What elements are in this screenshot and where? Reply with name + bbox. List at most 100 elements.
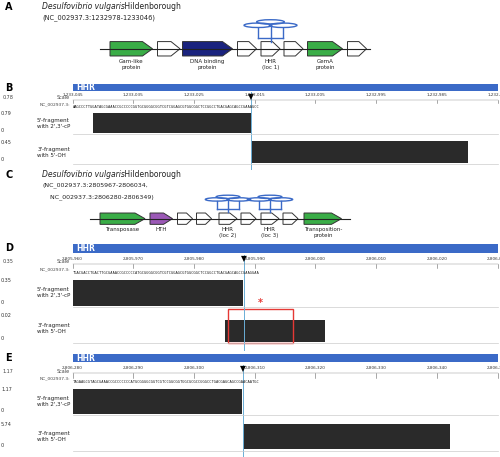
Text: 2,806,290: 2,806,290 bbox=[123, 366, 144, 370]
Text: HHR
(loc 2): HHR (loc 2) bbox=[220, 227, 236, 238]
Polygon shape bbox=[219, 213, 237, 224]
Text: 1,232,985: 1,232,985 bbox=[426, 93, 447, 97]
Text: ▼: ▼ bbox=[240, 364, 246, 372]
Text: A: A bbox=[5, 2, 12, 11]
Text: 2,806,030: 2,806,030 bbox=[487, 257, 500, 261]
Text: B: B bbox=[5, 83, 12, 93]
Text: HHR
(loc 1): HHR (loc 1) bbox=[262, 59, 279, 70]
Text: 2,806,280: 2,806,280 bbox=[62, 366, 83, 370]
Polygon shape bbox=[261, 213, 279, 224]
Text: (NC_002937.3:1232978-1233046): (NC_002937.3:1232978-1233046) bbox=[42, 15, 156, 21]
Text: HHR: HHR bbox=[76, 354, 96, 363]
Text: 1,233,045: 1,233,045 bbox=[62, 93, 83, 97]
Bar bbox=[92, 112, 251, 133]
Text: HHR
(loc 3): HHR (loc 3) bbox=[262, 227, 278, 238]
Text: 0.35: 0.35 bbox=[1, 278, 12, 283]
Text: 2,805,990: 2,805,990 bbox=[244, 257, 265, 261]
Text: 0: 0 bbox=[1, 157, 4, 162]
Text: 5.74: 5.74 bbox=[1, 421, 12, 426]
Text: 2,805,960: 2,805,960 bbox=[62, 257, 83, 261]
Text: 0.45: 0.45 bbox=[1, 140, 12, 145]
Text: 2,806,350: 2,806,350 bbox=[487, 366, 500, 370]
Text: 5'-fragment
with 2',3'-cP: 5'-fragment with 2',3'-cP bbox=[36, 396, 70, 407]
Polygon shape bbox=[284, 42, 303, 56]
Text: Scale: Scale bbox=[57, 369, 70, 373]
Text: HHR: HHR bbox=[76, 83, 96, 91]
Bar bbox=[72, 354, 498, 362]
Polygon shape bbox=[308, 42, 342, 56]
Text: 0.35: 0.35 bbox=[2, 260, 14, 264]
Text: 1,232,975: 1,232,975 bbox=[487, 93, 500, 97]
Text: 1.17: 1.17 bbox=[2, 369, 14, 373]
Text: 0: 0 bbox=[1, 443, 4, 448]
Text: Hildenborough: Hildenborough bbox=[122, 2, 180, 11]
Text: 2,805,980: 2,805,980 bbox=[184, 257, 204, 261]
Text: 1,232,995: 1,232,995 bbox=[366, 93, 386, 97]
Polygon shape bbox=[182, 42, 232, 56]
Text: 2,806,020: 2,806,020 bbox=[426, 257, 447, 261]
Text: GemA
protein: GemA protein bbox=[316, 59, 335, 70]
Text: Scale: Scale bbox=[57, 260, 70, 264]
Polygon shape bbox=[304, 213, 342, 224]
Text: 2,806,010: 2,806,010 bbox=[366, 257, 386, 261]
Text: 0.78: 0.78 bbox=[2, 96, 14, 100]
Polygon shape bbox=[110, 42, 152, 56]
Text: (NC_002937.3:2805967-2806034,: (NC_002937.3:2805967-2806034, bbox=[42, 182, 148, 187]
Bar bbox=[72, 389, 242, 414]
Bar bbox=[251, 142, 468, 163]
Text: 2,806,300: 2,806,300 bbox=[184, 366, 204, 370]
Text: 0: 0 bbox=[1, 408, 4, 413]
Text: 0: 0 bbox=[1, 300, 4, 305]
Text: NC_002937.3:: NC_002937.3: bbox=[40, 267, 70, 271]
Text: Desulfovibrio vulgaris: Desulfovibrio vulgaris bbox=[42, 170, 125, 179]
Text: 5'-fragment
with 2',3'-cP: 5'-fragment with 2',3'-cP bbox=[36, 287, 70, 298]
Text: 2,806,340: 2,806,340 bbox=[426, 366, 447, 370]
Text: AAGCCCTTGGATAGCGAAACCGCCCCCGGTGCGGGGCGGTCGTCGGAGCGTGGCGGCTCCGGCCTGACGAGCAGCCGAAA: AAGCCCTTGGATAGCGAAACCGCCCCCGGTGCGGGGCGGT… bbox=[72, 105, 259, 109]
Polygon shape bbox=[196, 213, 212, 224]
Polygon shape bbox=[158, 42, 180, 56]
Bar bbox=[225, 319, 325, 342]
Text: Transposition-
protein: Transposition- protein bbox=[304, 227, 342, 238]
Text: NC_002937.3:: NC_002937.3: bbox=[40, 377, 70, 381]
Polygon shape bbox=[100, 213, 145, 224]
Bar bbox=[72, 244, 498, 253]
Text: NC_002937.3:2806280-2806349): NC_002937.3:2806280-2806349) bbox=[48, 194, 153, 200]
Text: TAGAAGCGTAGCGAAACCGCCCCCCCATGCGGGGCGGTCGTCCGGCGGTGGCGCGCCGGGCCTGACGAGCAGCCGAACAA: TAGAAGCGTAGCGAAACCGCCCCCCCATGCGGGGCGGTCG… bbox=[72, 380, 259, 384]
Text: HTH: HTH bbox=[156, 227, 167, 232]
Text: 2,805,970: 2,805,970 bbox=[123, 257, 144, 261]
Text: 1,233,025: 1,233,025 bbox=[184, 93, 204, 97]
Text: Transposase: Transposase bbox=[106, 227, 140, 232]
Text: ▼: ▼ bbox=[240, 254, 246, 263]
Polygon shape bbox=[283, 213, 298, 224]
Polygon shape bbox=[261, 42, 280, 56]
Text: Gam-like
protein: Gam-like protein bbox=[119, 59, 144, 70]
Polygon shape bbox=[150, 213, 172, 224]
Polygon shape bbox=[241, 213, 256, 224]
Text: 0: 0 bbox=[1, 336, 4, 341]
Text: Scale: Scale bbox=[57, 96, 70, 100]
Text: 1.17: 1.17 bbox=[1, 387, 12, 392]
Text: HHR: HHR bbox=[76, 244, 96, 253]
Bar bbox=[228, 309, 292, 343]
Text: C: C bbox=[5, 170, 12, 180]
Text: 1,233,035: 1,233,035 bbox=[123, 93, 144, 97]
Text: TGACGACCTGACTTGCGAAACCGCCCCCATGCGGGGCGGTCGTCGGAGCGTGGCGGCTCCGGCCTGACGAGCAGCCGAAG: TGACGACCTGACTTGCGAAACCGCCCCCATGCGGGGCGGT… bbox=[72, 271, 259, 275]
Bar bbox=[72, 280, 243, 306]
Text: 0.02: 0.02 bbox=[1, 314, 12, 319]
Text: 3'-fragment
with 5'-OH: 3'-fragment with 5'-OH bbox=[37, 147, 70, 158]
Text: 2,806,310: 2,806,310 bbox=[244, 366, 265, 370]
Text: 5'-fragment
with 2',3'-cP: 5'-fragment with 2',3'-cP bbox=[36, 117, 70, 128]
Text: 1,233,005: 1,233,005 bbox=[305, 93, 326, 97]
Polygon shape bbox=[238, 42, 256, 56]
Text: 0.79: 0.79 bbox=[1, 111, 12, 116]
Text: 0: 0 bbox=[1, 128, 4, 133]
Text: D: D bbox=[5, 243, 13, 253]
Text: 3'-fragment
with 5'-OH: 3'-fragment with 5'-OH bbox=[37, 324, 70, 334]
Text: 1,233,015: 1,233,015 bbox=[244, 93, 265, 97]
Text: 2,806,320: 2,806,320 bbox=[305, 366, 326, 370]
Text: 3'-fragment
with 5'-OH: 3'-fragment with 5'-OH bbox=[37, 431, 70, 442]
Text: Hildenborough: Hildenborough bbox=[122, 170, 180, 179]
Text: DNA binding
protein: DNA binding protein bbox=[190, 59, 224, 70]
Text: E: E bbox=[5, 353, 12, 363]
Text: Desulfovibrio vulgaris: Desulfovibrio vulgaris bbox=[42, 2, 125, 11]
